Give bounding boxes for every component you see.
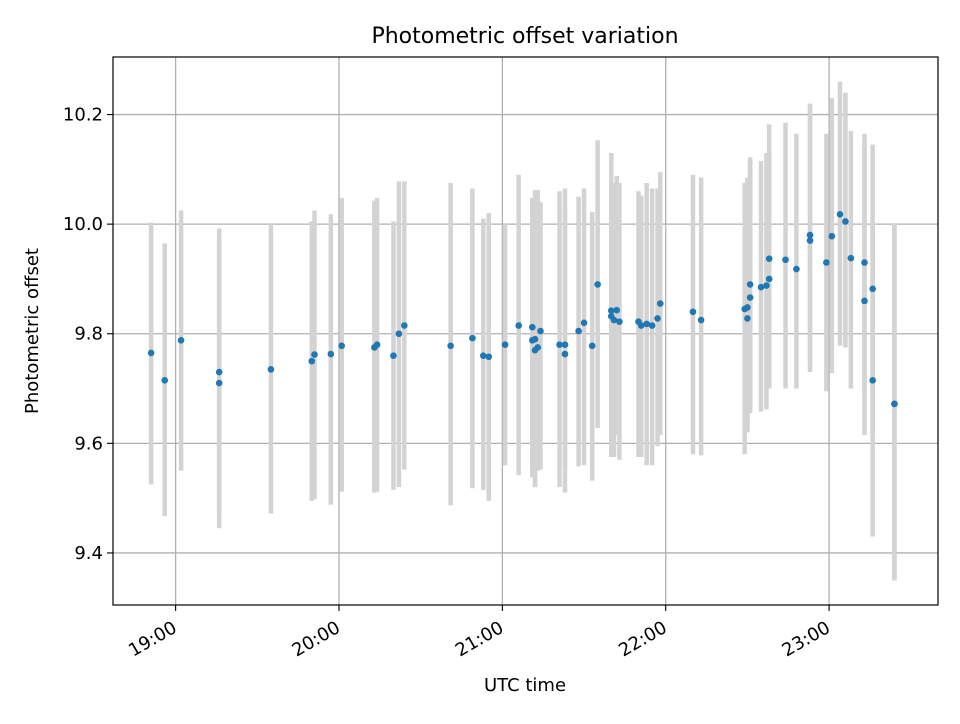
data-point <box>161 377 169 384</box>
data-point <box>479 352 487 359</box>
data-point <box>501 341 509 349</box>
data-point <box>828 232 836 240</box>
y-axis-label: Photometric offset <box>22 248 43 414</box>
data-point <box>654 315 661 322</box>
data-point <box>469 334 476 342</box>
data-point <box>395 330 403 338</box>
data-point <box>613 306 621 314</box>
data-point <box>643 320 650 328</box>
data-point <box>610 316 618 324</box>
data-point <box>869 377 876 384</box>
data-point <box>390 352 397 359</box>
data-point <box>763 282 770 289</box>
data-point <box>648 322 656 329</box>
data-point <box>534 344 542 351</box>
data-point <box>765 255 773 262</box>
data-point <box>556 341 563 349</box>
y-tick-label: 9.8 <box>74 324 103 345</box>
data-point <box>697 316 705 324</box>
data-point <box>561 350 569 358</box>
data-point <box>447 342 454 350</box>
data-point <box>308 357 316 365</box>
data-point <box>637 322 645 329</box>
data-point <box>656 300 664 307</box>
y-tick-label: 9.4 <box>74 543 103 564</box>
data-point <box>746 281 754 288</box>
data-point <box>561 341 569 349</box>
data-point <box>842 218 849 225</box>
data-point <box>869 285 876 293</box>
data-point <box>607 307 615 315</box>
data-point <box>515 322 522 329</box>
data-point <box>594 281 601 288</box>
data-point <box>177 337 185 344</box>
data-point <box>836 210 844 218</box>
data-point <box>793 265 800 273</box>
chart-title: Photometric offset variation <box>371 24 678 49</box>
data-point <box>765 275 773 283</box>
x-axis-label: UTC time <box>484 675 566 696</box>
data-point <box>531 335 539 343</box>
data-point <box>327 350 335 358</box>
data-point <box>588 342 596 350</box>
data-point <box>311 351 318 358</box>
data-point <box>806 237 814 244</box>
data-point <box>537 327 544 335</box>
data-point <box>757 283 765 291</box>
data-point <box>401 322 408 329</box>
y-tick-label: 9.6 <box>74 433 103 454</box>
grid-layer <box>113 57 938 605</box>
data-point <box>267 366 275 373</box>
data-point <box>338 342 346 350</box>
data-point <box>806 231 814 239</box>
data-point <box>861 297 868 305</box>
point-layer <box>147 210 898 408</box>
data-point <box>744 304 751 311</box>
y-tick-label: 10.0 <box>63 214 103 235</box>
data-point <box>891 400 898 408</box>
data-point <box>744 315 751 322</box>
data-point <box>689 308 697 316</box>
data-point <box>485 353 493 361</box>
data-point <box>823 259 830 266</box>
data-point <box>746 294 754 301</box>
data-point <box>147 349 155 357</box>
data-point <box>782 256 789 264</box>
data-point <box>373 341 381 349</box>
data-point <box>215 379 223 387</box>
y-tick-label: 10.2 <box>63 105 103 126</box>
data-point <box>847 254 855 262</box>
data-point <box>861 259 868 266</box>
plot-area-frame <box>112 56 939 606</box>
data-point <box>616 318 623 325</box>
data-point <box>575 327 582 335</box>
data-point <box>215 368 223 376</box>
data-point <box>580 319 588 327</box>
data-point <box>529 323 536 331</box>
